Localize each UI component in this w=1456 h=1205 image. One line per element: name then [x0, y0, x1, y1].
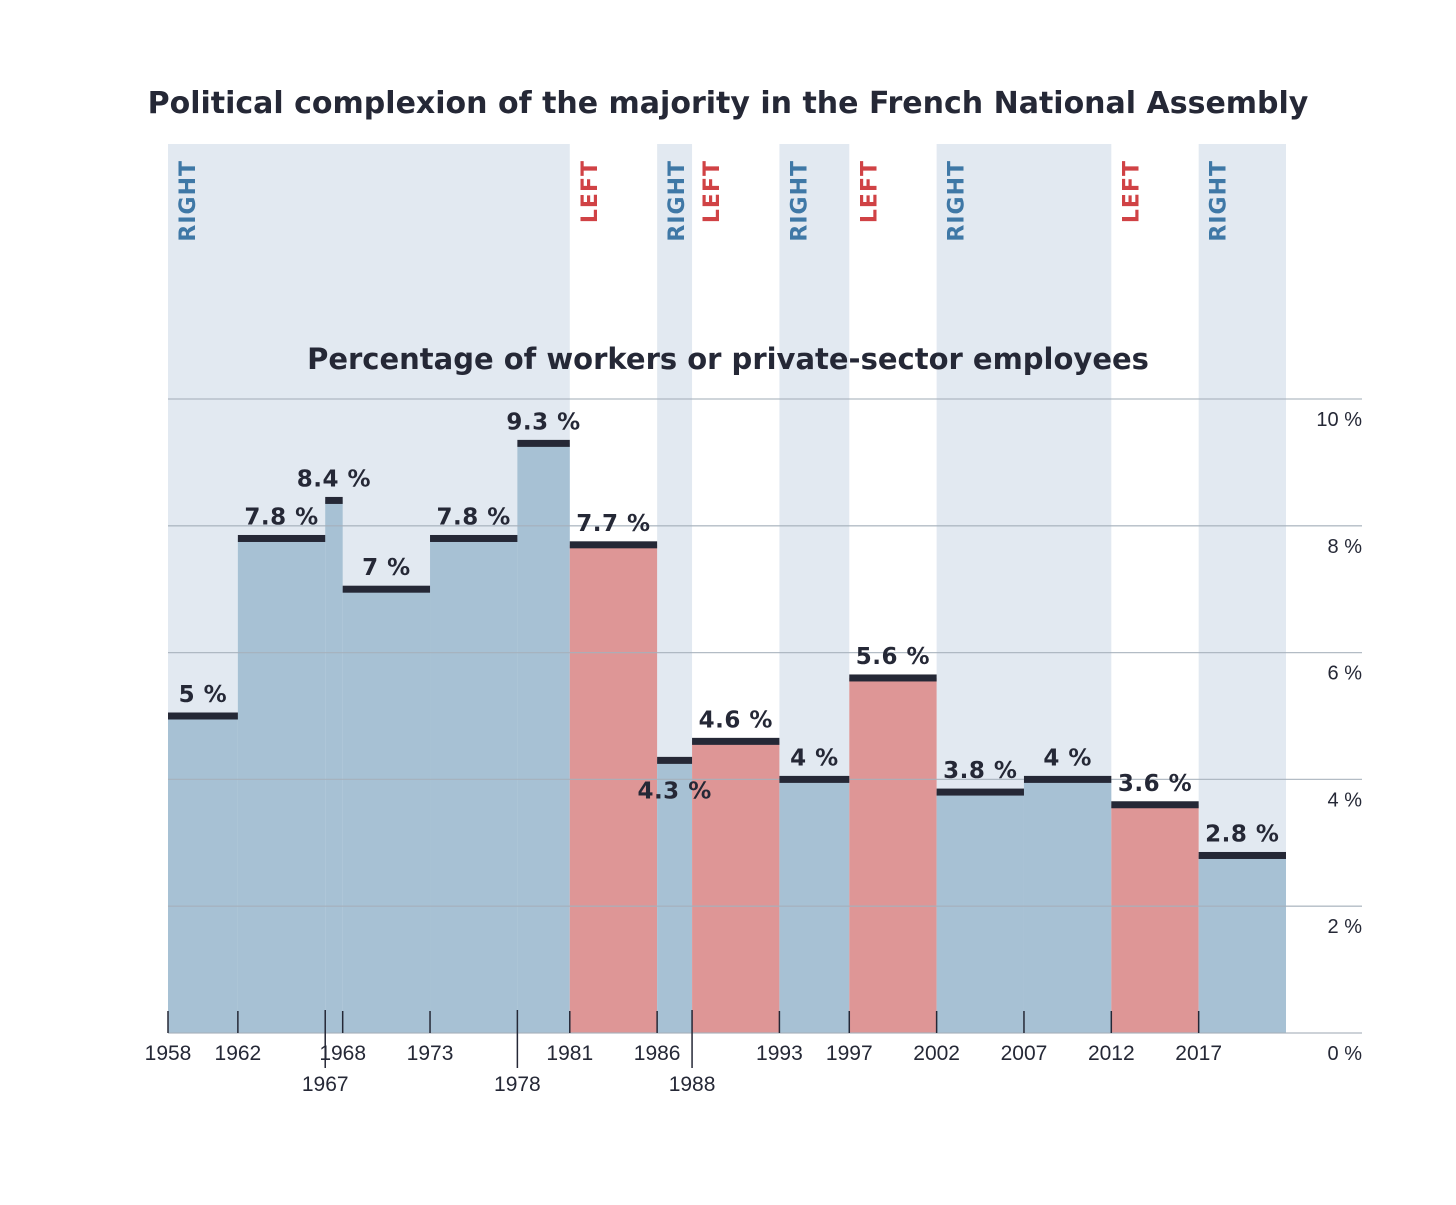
- x-tick-label: 1986: [634, 1042, 681, 1065]
- x-tick-label: 2017: [1175, 1042, 1222, 1065]
- x-tick-label: 1967: [302, 1073, 349, 1096]
- majority-label-right: RIGHT: [1207, 160, 1232, 242]
- x-tick-label: 2007: [1001, 1042, 1048, 1065]
- value-label-2002: 3.8 %: [943, 758, 1017, 784]
- value-label-1962: 7.8 %: [244, 504, 318, 530]
- value-bar-1962: [237, 534, 326, 542]
- x-tick-label: 1978: [494, 1073, 541, 1096]
- majority-label-right: RIGHT: [176, 160, 201, 242]
- value-label-1968: 7 %: [362, 555, 411, 581]
- y-axis: 0 % 2 % 4 % 6 % 8 % 10 %: [1316, 409, 1362, 1065]
- value-area-1962: [237, 538, 326, 1033]
- value-label-1986: 4.3 %: [637, 778, 711, 804]
- x-tick-label: 2002: [913, 1042, 960, 1065]
- value-bar-1958: [168, 712, 238, 720]
- value-bar-1978: [517, 439, 570, 447]
- value-bar-1967: [325, 496, 343, 504]
- gridlines: [168, 398, 1362, 1034]
- value-bar-1973: [430, 534, 518, 542]
- value-label-1981: 7.7 %: [576, 511, 650, 537]
- majority-label-right: RIGHT: [945, 160, 970, 242]
- value-area-1967: [325, 500, 343, 1033]
- value-label-1973: 7.8 %: [437, 504, 511, 530]
- value-area-1981: [569, 544, 658, 1033]
- y-tick-label: 10 %: [1316, 409, 1362, 431]
- value-label-1978: 9.3 %: [506, 409, 580, 435]
- value-area-2017: [1198, 855, 1286, 1033]
- x-tick-label: 1988: [669, 1073, 716, 1096]
- x-tick-label: 1997: [826, 1042, 873, 1065]
- value-area-1968: [342, 589, 431, 1033]
- value-label-2017: 2.8 %: [1205, 821, 1279, 847]
- value-area-2002: [936, 792, 1024, 1033]
- value-label-1997: 5.6 %: [856, 644, 930, 670]
- value-labels: 5 % 7.8 % 8.4 % 7 % 7.8 % 9.3 % 7.7 % 4.3 % 4.6 …: [179, 409, 1279, 847]
- chart-title: Political complexion of the majority in …: [148, 86, 1309, 121]
- chart-subtitle: Percentage of workers or private-sector …: [307, 342, 1149, 376]
- x-tick-label: 1958: [145, 1042, 192, 1065]
- x-tick-label: 1962: [215, 1042, 262, 1065]
- value-bar-2007: [1023, 775, 1112, 783]
- y-tick-label: 4 %: [1328, 789, 1363, 811]
- x-tick-label: 1973: [407, 1042, 454, 1065]
- value-bar-1988: [692, 737, 780, 745]
- value-area-1997: [849, 677, 937, 1033]
- majority-label-left: LEFT: [1119, 160, 1144, 223]
- value-label-1958: 5 %: [179, 682, 228, 708]
- y-tick-label: 8 %: [1328, 536, 1363, 558]
- value-bar-2012: [1111, 801, 1199, 809]
- y-tick-label: 6 %: [1328, 663, 1363, 685]
- majority-band-labels: RIGHT LEFT RIGHT LEFT RIGHT LEFT RIGHT LEFT RIGH…: [176, 160, 1232, 242]
- value-area-1973: [430, 538, 518, 1033]
- value-label-2007: 4 %: [1043, 745, 1092, 771]
- value-bar-1986: [657, 756, 693, 764]
- majority-label-right: RIGHT: [787, 160, 812, 242]
- value-bar-1993: [779, 775, 850, 783]
- value-areas: [168, 443, 1286, 1033]
- majority-label-left: LEFT: [700, 160, 725, 223]
- value-bar-2002: [936, 788, 1024, 796]
- value-bar-2017: [1198, 851, 1286, 859]
- value-label-1988: 4.6 %: [699, 707, 773, 733]
- y-tick-label: 2 %: [1328, 916, 1363, 938]
- majority-label-right: RIGHT: [665, 160, 690, 242]
- value-label-1967: 8.4 %: [297, 466, 371, 492]
- majority-label-left: LEFT: [857, 160, 882, 223]
- x-tick-label: 1993: [756, 1042, 803, 1065]
- value-area-2012: [1111, 804, 1199, 1033]
- value-area-1988: [692, 741, 780, 1033]
- value-area-1986: [657, 760, 693, 1033]
- x-tick-label: 2012: [1088, 1042, 1135, 1065]
- y-tick-label: 0 %: [1328, 1043, 1363, 1065]
- value-area-1978: [517, 443, 570, 1033]
- value-bar-1997: [849, 674, 937, 682]
- x-tick-label: 1981: [546, 1042, 593, 1065]
- value-bar-1981: [569, 541, 658, 549]
- value-bar-1968: [342, 585, 431, 593]
- value-label-1993: 4 %: [790, 745, 839, 771]
- x-tick-label: 1968: [319, 1042, 366, 1065]
- value-label-2012: 3.6 %: [1118, 771, 1192, 797]
- value-bars: [168, 439, 1286, 859]
- majority-label-left: LEFT: [578, 160, 603, 223]
- value-area-1958: [168, 716, 238, 1033]
